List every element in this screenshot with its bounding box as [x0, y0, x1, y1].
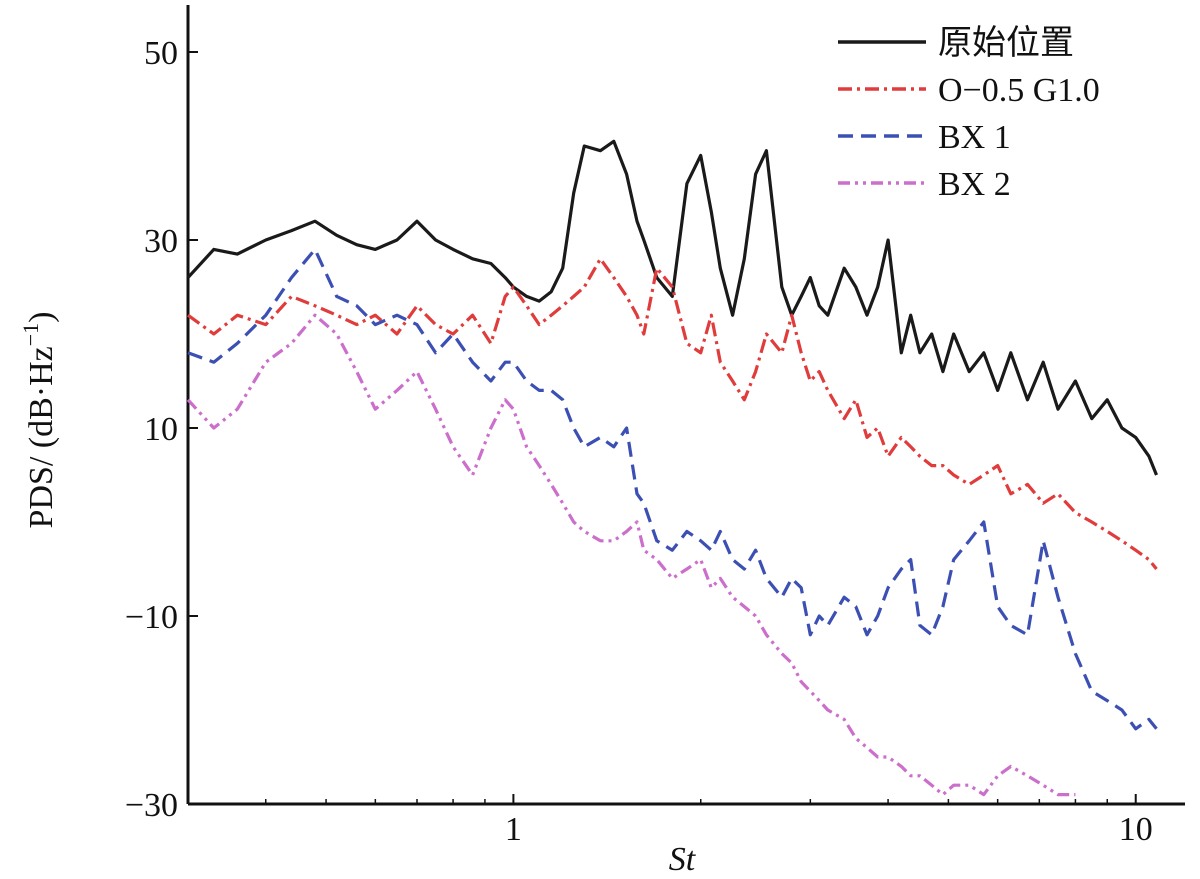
x-tick-label-1: 10 [1119, 811, 1153, 848]
axes [186, 5, 1185, 806]
legend-label-3: BX 2 [938, 166, 1011, 203]
y-axis-title-close: ) [23, 311, 60, 322]
plot-area [186, 139, 1158, 797]
y-tick-label-1: 30 [144, 223, 178, 260]
series-line-2 [187, 247, 1158, 731]
x-ticks: 1 10 [265, 794, 1153, 848]
y-axis-title-sup: −1 [18, 323, 43, 346]
legend-label-0: 原始位置 [938, 24, 1074, 62]
series-line-3 [186, 313, 1076, 797]
y-ticks: 50 30 10 −10 −30 [125, 35, 198, 824]
y-axis-title: PDS/ (dB·Hz−1) [18, 311, 60, 528]
y-tick-label-4: −30 [125, 787, 178, 824]
x-tick-label-0: 1 [505, 811, 522, 848]
x-axis-title: St [669, 841, 697, 878]
legend-label-2: BX 1 [938, 119, 1011, 156]
legend-label-1: O−0.5 G1.0 [938, 72, 1100, 109]
y-axis-title-main: PDS/ (dB·Hz [23, 346, 60, 528]
y-tick-label-3: −10 [125, 599, 178, 636]
legend: 原始位置 O−0.5 G1.0 BX 1 BX 2 [838, 24, 1100, 203]
series-line-1 [187, 257, 1158, 571]
series-line-0 [186, 139, 1158, 476]
y-tick-label-2: 10 [144, 411, 178, 448]
y-tick-label-0: 50 [144, 35, 178, 72]
